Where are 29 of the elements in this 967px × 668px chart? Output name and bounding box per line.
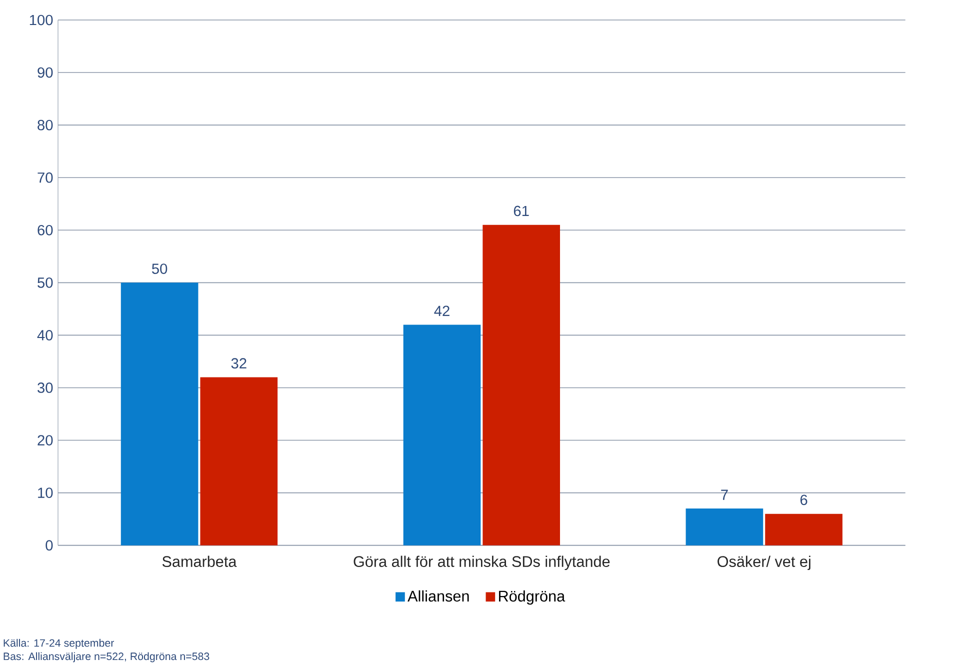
data-label: 50 bbox=[152, 264, 168, 274]
y-tick-label: 40 bbox=[37, 330, 53, 340]
x-tick-label: Samarbeta bbox=[162, 556, 237, 567]
y-tick-label: 90 bbox=[38, 67, 53, 78]
data-label: 32 bbox=[231, 358, 246, 369]
x-tick-label: Osäker/ vet ej bbox=[718, 556, 810, 570]
bar bbox=[200, 377, 278, 546]
data-label: 42 bbox=[434, 306, 450, 316]
text: Källa: 17-24 september bbox=[4, 638, 114, 649]
y-tick-label: 20 bbox=[38, 435, 53, 446]
bar bbox=[686, 508, 764, 546]
bar bbox=[482, 224, 560, 546]
y-tick-label: 70 bbox=[38, 172, 53, 183]
y-tick-label: 0 bbox=[46, 540, 53, 551]
legend-label: Rödgröna bbox=[499, 590, 566, 605]
y-tick-label: 30 bbox=[38, 382, 53, 393]
y-tick-label: 100 bbox=[30, 14, 53, 26]
data-label: 61 bbox=[514, 206, 529, 216]
text: Bas: Alliansväljare n=522, Rödgröna n=583 bbox=[4, 652, 210, 662]
data-label: 6 bbox=[800, 494, 808, 506]
bar bbox=[765, 514, 842, 546]
bar bbox=[403, 324, 481, 546]
legend-label: Alliansen bbox=[408, 590, 469, 602]
y-tick-label: 60 bbox=[38, 224, 53, 236]
x-tick-label: Göra allt för att minska SDs inflytande bbox=[354, 556, 610, 570]
bar bbox=[120, 282, 198, 546]
y-tick-label: 80 bbox=[38, 120, 53, 130]
y-tick-label: 50 bbox=[38, 277, 53, 288]
y-tick-label: 10 bbox=[38, 488, 53, 498]
